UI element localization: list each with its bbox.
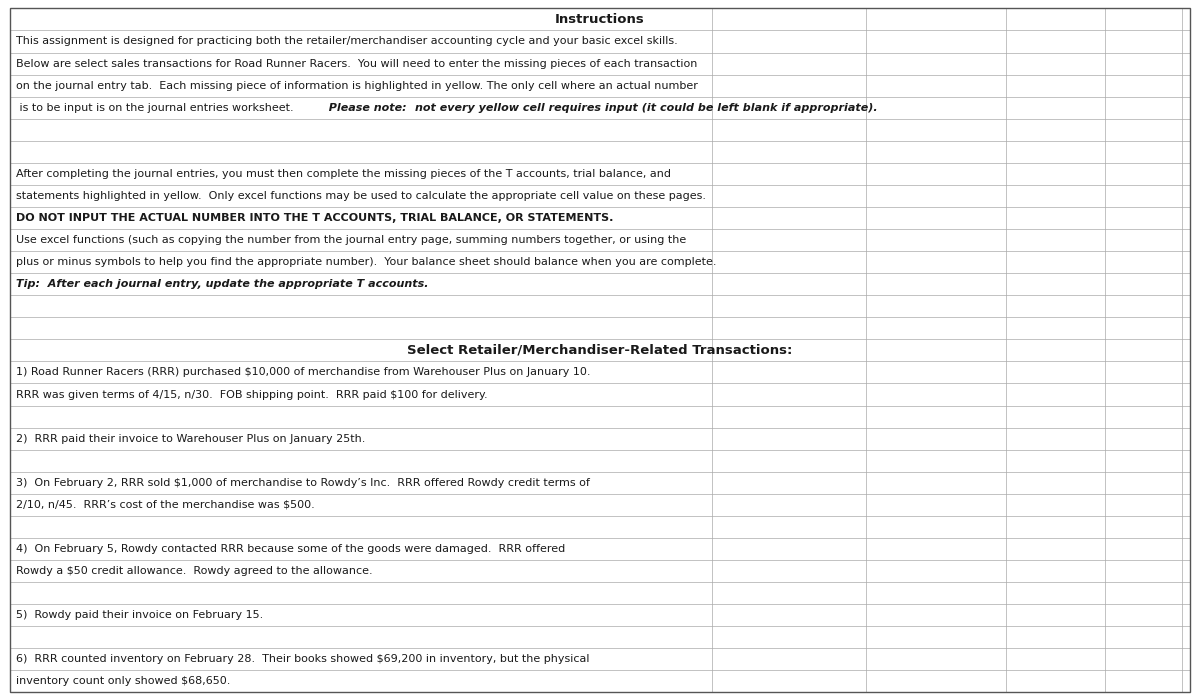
Text: Select Retailer/Merchandiser-Related Transactions:: Select Retailer/Merchandiser-Related Tra… xyxy=(407,344,793,357)
Text: plus or minus symbols to help you find the appropriate number).  Your balance sh: plus or minus symbols to help you find t… xyxy=(16,257,716,267)
Text: 6)  RRR counted inventory on February 28.  Their books showed $69,200 in invento: 6) RRR counted inventory on February 28.… xyxy=(16,654,589,664)
Text: 2/10, n/45.  RRR’s cost of the merchandise was $500.: 2/10, n/45. RRR’s cost of the merchandis… xyxy=(16,500,314,510)
Text: Please note:: Please note: xyxy=(320,103,414,112)
Text: 3)  On February 2, RRR sold $1,000 of merchandise to Rowdy’s Inc.  RRR offered R: 3) On February 2, RRR sold $1,000 of mer… xyxy=(16,478,589,488)
Text: Below are select sales transactions for Road Runner Racers.  You will need to en: Below are select sales transactions for … xyxy=(16,59,697,68)
Text: not every yellow cell requires input (it could be left blank if appropriate).: not every yellow cell requires input (it… xyxy=(415,103,877,112)
Text: Instructions: Instructions xyxy=(556,13,644,26)
Text: Use excel functions (such as copying the number from the journal entry page, sum: Use excel functions (such as copying the… xyxy=(16,235,686,245)
Text: inventory count only showed $68,650.: inventory count only showed $68,650. xyxy=(16,676,230,686)
Text: 1) Road Runner Racers (RRR) purchased $10,000 of merchandise from Warehouser Plu: 1) Road Runner Racers (RRR) purchased $1… xyxy=(16,367,590,378)
Text: After completing the journal entries, you must then complete the missing pieces : After completing the journal entries, yo… xyxy=(16,169,671,179)
Text: Tip:  After each journal entry, update the appropriate T accounts.: Tip: After each journal entry, update th… xyxy=(16,279,428,289)
Text: This assignment is designed for practicing both the retailer/merchandiser accoun: This assignment is designed for practici… xyxy=(16,36,677,47)
Text: RRR was given terms of 4/15, n/30.  FOB shipping point.  RRR paid $100 for deliv: RRR was given terms of 4/15, n/30. FOB s… xyxy=(16,389,487,399)
Text: 5)  Rowdy paid their invoice on February 15.: 5) Rowdy paid their invoice on February … xyxy=(16,610,263,621)
Text: on the journal entry tab.  Each missing piece of information is highlighted in y: on the journal entry tab. Each missing p… xyxy=(16,80,697,91)
Text: Rowdy a $50 credit allowance.  Rowdy agreed to the allowance.: Rowdy a $50 credit allowance. Rowdy agre… xyxy=(16,566,372,576)
Text: 2)  RRR paid their invoice to Warehouser Plus on January 25th.: 2) RRR paid their invoice to Warehouser … xyxy=(16,433,365,444)
Text: DO NOT INPUT THE ACTUAL NUMBER INTO THE T ACCOUNTS, TRIAL BALANCE, OR STATEMENTS: DO NOT INPUT THE ACTUAL NUMBER INTO THE … xyxy=(16,213,613,223)
Text: 4)  On February 5, Rowdy contacted RRR because some of the goods were damaged.  : 4) On February 5, Rowdy contacted RRR be… xyxy=(16,544,565,554)
Text: is to be input is on the journal entries worksheet.: is to be input is on the journal entries… xyxy=(16,103,293,112)
Text: statements highlighted in yellow.  Only excel functions may be used to calculate: statements highlighted in yellow. Only e… xyxy=(16,191,706,201)
